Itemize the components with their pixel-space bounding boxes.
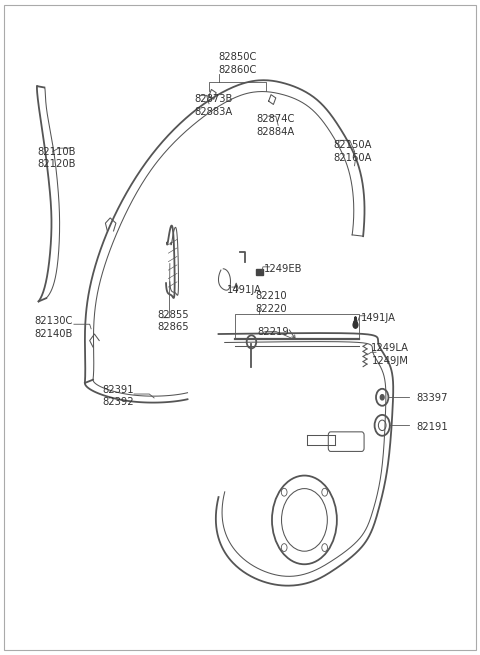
Text: 83397: 83397 [417, 393, 448, 403]
Text: 1249LA
1249JM: 1249LA 1249JM [372, 343, 409, 366]
Text: 82210
82220: 82210 82220 [255, 291, 287, 314]
Circle shape [380, 395, 384, 400]
Circle shape [353, 322, 358, 328]
Text: 1491JA: 1491JA [361, 312, 396, 323]
Text: 82873B
82883A: 82873B 82883A [194, 94, 233, 117]
Text: 82219: 82219 [258, 327, 289, 337]
Text: 82855
82865: 82855 82865 [157, 310, 189, 332]
Text: 82150A
82160A: 82150A 82160A [333, 140, 372, 163]
Text: 82391
82392: 82391 82392 [103, 384, 134, 407]
Text: 82850C
82860C: 82850C 82860C [218, 52, 257, 75]
Text: 82110B
82120B: 82110B 82120B [37, 147, 75, 170]
Text: 82874C
82884A: 82874C 82884A [257, 114, 295, 137]
Text: 82130C
82140B: 82130C 82140B [35, 316, 73, 339]
Text: 1249EB: 1249EB [264, 264, 302, 274]
Text: 82191: 82191 [417, 422, 448, 432]
Bar [256, 269, 263, 275]
Text: 1491JA: 1491JA [227, 285, 262, 295]
